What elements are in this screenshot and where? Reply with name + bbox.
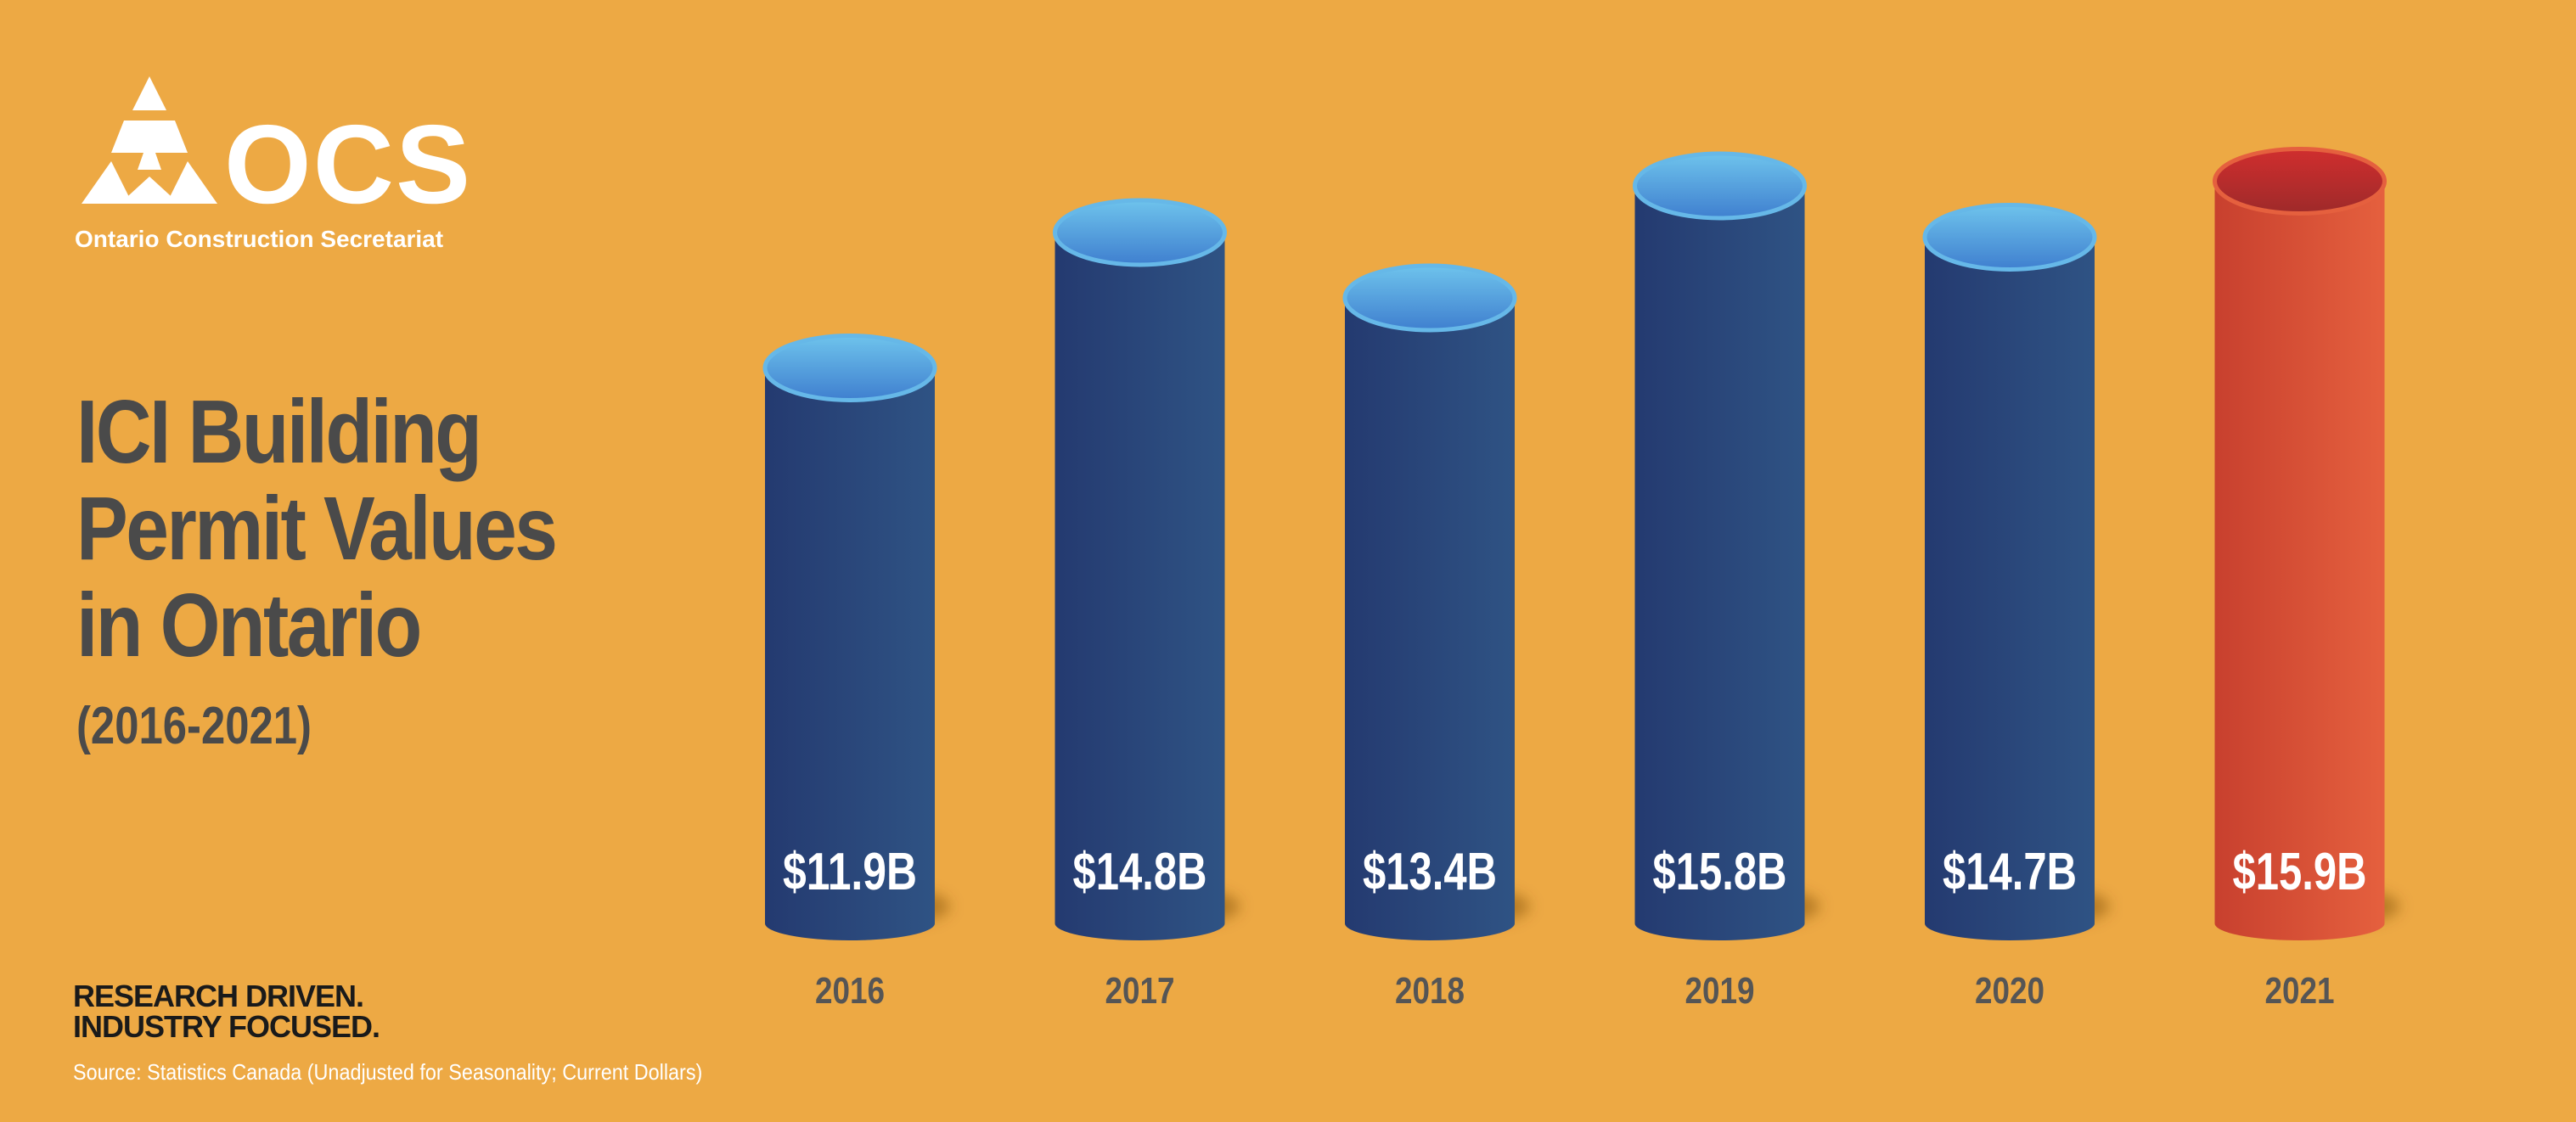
bar-body: [1345, 298, 1515, 940]
chart-subtitle: (2016-2021): [76, 697, 312, 755]
bar-value-label: $15.9B: [2233, 843, 2367, 901]
bar-top: [1633, 151, 1807, 221]
bar-body: [1634, 186, 1805, 940]
x-tick-label: 2019: [1685, 970, 1755, 1012]
bar-body: [765, 367, 935, 940]
x-tick-label: 2017: [1105, 970, 1175, 1012]
bar-top: [1342, 263, 1517, 333]
bar-2016: $11.9B 2016: [762, 334, 950, 1012]
x-tick-label: 2020: [1975, 970, 2044, 1012]
bar-top: [1053, 198, 1227, 267]
x-tick-label: 2021: [2265, 970, 2335, 1012]
bar-body: [2214, 181, 2385, 940]
bar-value-label: $14.7B: [1943, 843, 2077, 901]
bar-value-label: $15.8B: [1653, 843, 1787, 901]
bar-2021: $15.9B 2021: [2213, 147, 2400, 1012]
bar-value-label: $13.4B: [1363, 843, 1497, 901]
bar-2019: $15.8B 2019: [1633, 151, 1820, 1012]
ocs-logo-mark-icon: [82, 76, 217, 204]
bar-2017: $14.8B 2017: [1053, 198, 1240, 1012]
bar-body: [1925, 237, 2095, 940]
bar-value-label: $11.9B: [783, 843, 917, 901]
chart-title: ICI Building Permit Values in Ontario: [76, 384, 588, 674]
title-line: in Ontario: [76, 575, 422, 676]
x-tick-label: 2016: [815, 970, 885, 1012]
bar-top: [2213, 147, 2387, 216]
title-line: Permit Values: [76, 479, 558, 579]
tagline: RESEARCH DRIVEN. INDUSTRY FOCUSED.: [73, 981, 380, 1042]
bar-value-label: $14.8B: [1073, 843, 1207, 901]
logo-subtitle: Ontario Construction Secretariat: [75, 226, 444, 252]
bar-top: [762, 334, 937, 402]
bar-2018: $13.4B 2018: [1342, 263, 1530, 1012]
tagline-line: INDUSTRY FOCUSED.: [73, 1009, 380, 1044]
bar-top: [1922, 203, 2097, 272]
title-line: ICI Building: [76, 382, 482, 482]
bar-body: [1055, 233, 1225, 940]
ocs-logo: OCS Ontario Construction Secretariat: [73, 76, 481, 255]
logo-text: OCS: [224, 102, 473, 227]
source-note: Source: Statistics Canada (Unadjusted fo…: [73, 1059, 703, 1085]
bar-2020: $14.7B 2020: [1922, 203, 2110, 1012]
x-tick-label: 2018: [1395, 970, 1465, 1012]
tagline-line: RESEARCH DRIVEN.: [73, 979, 364, 1013]
